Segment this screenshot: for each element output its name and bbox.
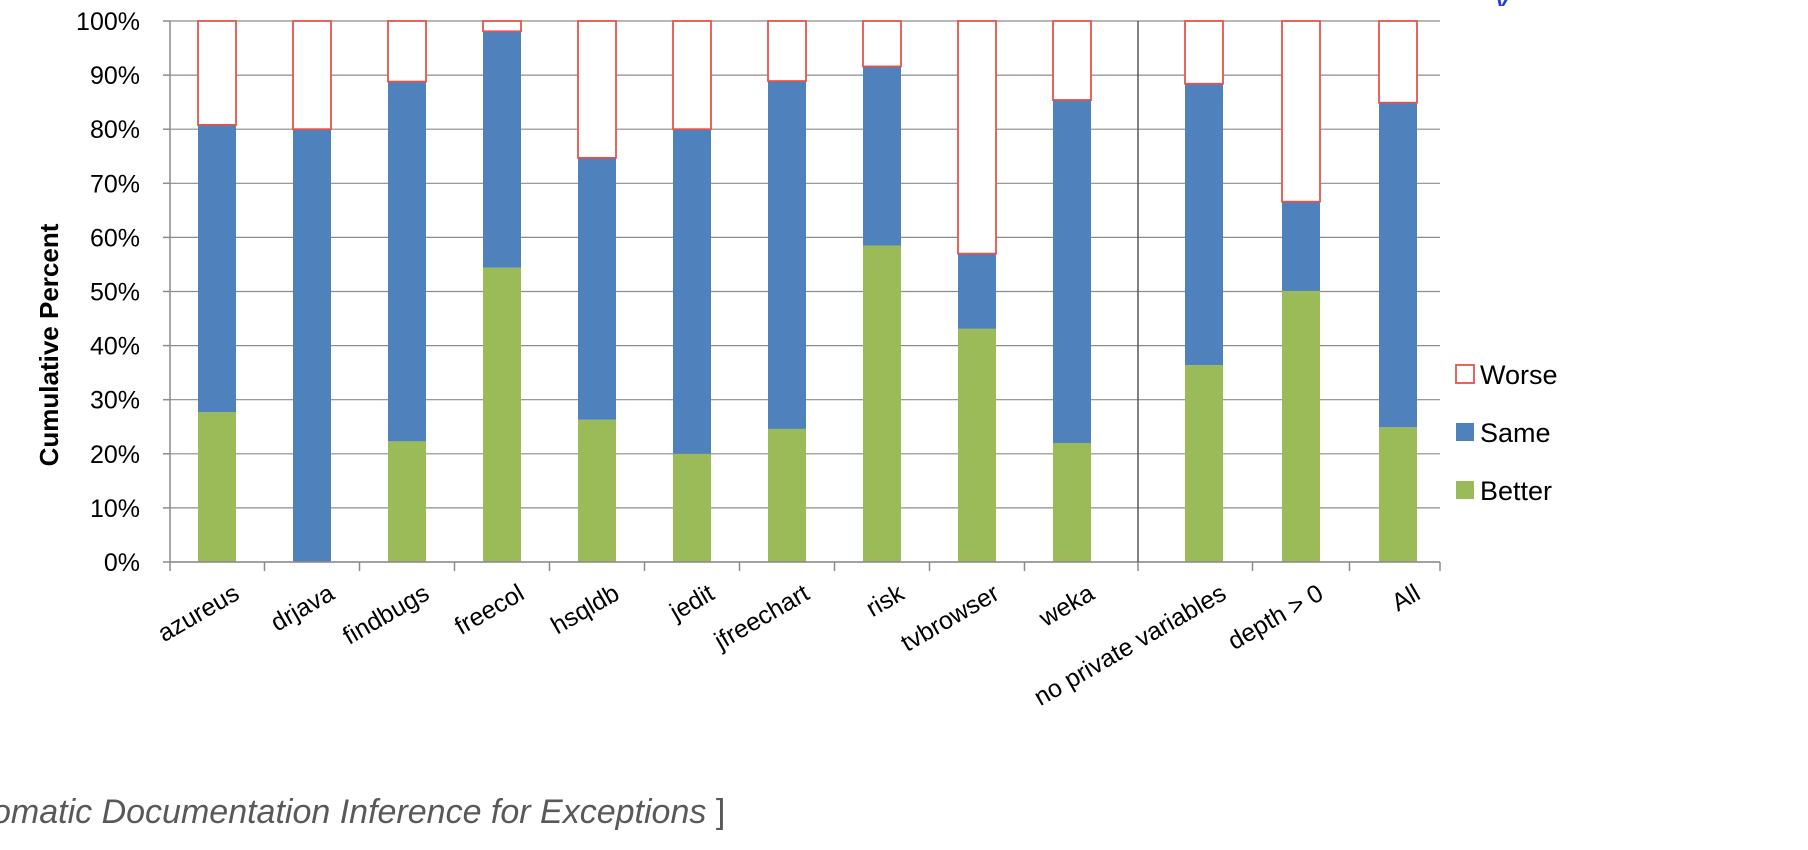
y-tick-label: 90%: [90, 62, 140, 90]
bar-worse-9: [1052, 20, 1092, 101]
y-tick-labels: 0% 10% 20% 30% 40% 50% 60% 70% 80% 90% 100%: [76, 8, 140, 577]
legend-swatch-better: [1456, 481, 1474, 499]
bar-better-3: [483, 267, 521, 562]
bar-worse-12: [1378, 20, 1418, 104]
top-decoration: y: [1494, 0, 1516, 6]
bar-worse-4: [577, 20, 617, 159]
y-tick-label: 40%: [90, 333, 140, 361]
bar-same-11: [1282, 201, 1320, 291]
x-tick-label: azureus: [153, 579, 244, 648]
bar-better-10: [1185, 365, 1223, 562]
bar-better-8: [958, 328, 996, 562]
legend-swatch-worse: [1455, 364, 1475, 384]
legend: Worse Same Better: [1455, 360, 1558, 506]
bar-same-8: [958, 253, 996, 329]
bar-same-0: [198, 124, 236, 413]
bar-better-4: [578, 419, 616, 562]
bar-worse-2: [387, 20, 427, 83]
bar-better-5: [673, 453, 711, 562]
bar-worse-8: [957, 20, 997, 255]
x-tick-label: risk: [861, 579, 909, 623]
bar-same-7: [863, 66, 901, 246]
y-tick-label: 20%: [90, 441, 140, 469]
bar-better-0: [198, 412, 236, 562]
y-tick-label: 70%: [90, 170, 140, 198]
y-axis-label: Cumulative Percent: [34, 223, 64, 466]
y-tick-label: 60%: [90, 224, 140, 252]
caption-text: omatic Documentation Inference for Excep…: [0, 793, 707, 831]
y-tick-label: 50%: [90, 279, 140, 307]
x-tick-label: depth > 0: [1223, 579, 1328, 656]
caption-close: ]: [706, 793, 726, 831]
bar-worse-5: [672, 20, 712, 131]
legend-label-same: Same: [1480, 418, 1551, 448]
bar-worse-1: [292, 20, 332, 131]
bar-worse-6: [767, 20, 807, 82]
bar-same-4: [578, 157, 616, 420]
bar-same-1: [293, 129, 331, 562]
bars: [197, 20, 1418, 562]
bar-same-12: [1379, 102, 1417, 428]
x-tick-label: drjava: [266, 579, 339, 637]
bar-worse-3: [482, 20, 522, 33]
bar-same-9: [1053, 99, 1091, 443]
x-tick-label: All: [1387, 579, 1425, 617]
bar-better-6: [768, 428, 806, 562]
bar-better-2: [388, 441, 426, 562]
y-tick-label: 0%: [104, 549, 140, 577]
bar-same-2: [388, 81, 426, 442]
x-tick-label: weka: [1034, 579, 1099, 633]
bar-worse-11: [1281, 20, 1321, 203]
bar-same-6: [768, 81, 806, 429]
x-tick-label: tvbrowser: [896, 579, 1004, 657]
y-tick-label: 30%: [90, 387, 140, 415]
bar-better-7: [863, 245, 901, 562]
bar-better-11: [1282, 290, 1320, 562]
bar-worse-10: [1184, 20, 1224, 85]
caption: omatic Documentation Inference for Excep…: [0, 793, 725, 832]
bar-better-9: [1053, 442, 1091, 562]
bar-worse-0: [197, 20, 237, 126]
bar-better-12: [1379, 427, 1417, 562]
bar-same-5: [673, 129, 711, 454]
bar-worse-7: [862, 20, 902, 68]
legend-label-better: Better: [1480, 476, 1552, 506]
x-tick-label: hsqldb: [546, 579, 624, 640]
legend-label-worse: Worse: [1480, 360, 1558, 390]
x-tick-labels: azureus drjava findbugs freecol hsqldb jeditj…: [153, 579, 1425, 712]
x-tick-label: jedit: [664, 579, 719, 627]
legend-swatch-same: [1456, 423, 1474, 441]
y-tick-label: 10%: [90, 495, 140, 523]
bar-same-10: [1185, 83, 1223, 366]
x-tick-label: jfreechart: [709, 579, 814, 656]
axes: [163, 20, 1441, 571]
x-tick-label: freecol: [450, 579, 529, 641]
bar-same-3: [483, 31, 521, 268]
x-tick-label: findbugs: [338, 579, 434, 651]
y-tick-label: 80%: [90, 116, 140, 144]
y-tick-label: 100%: [76, 8, 140, 36]
